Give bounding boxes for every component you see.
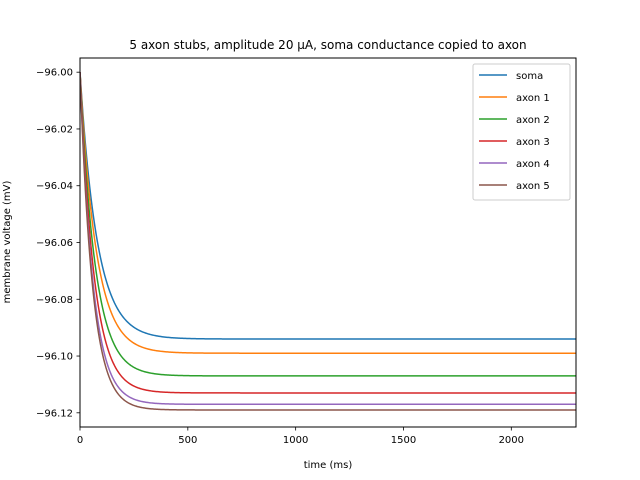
x-tick-label: 0 <box>77 435 83 446</box>
x-axis-label: time (ms) <box>304 460 353 471</box>
legend-entry: axon 1 <box>516 93 550 104</box>
series-line-6 <box>80 72 576 411</box>
y-axis-label: membrane voltage (mV) <box>2 180 13 303</box>
series-line-3 <box>80 72 576 377</box>
series-line-2 <box>80 72 576 354</box>
y-tick-label: −96.02 <box>36 124 73 135</box>
x-axis: 0 500 1000 1500 2000 <box>77 427 524 446</box>
plot-area <box>80 72 576 411</box>
legend-entry: axon 3 <box>516 137 550 148</box>
legend-entry: axon 5 <box>516 181 550 192</box>
x-tick-label: 2000 <box>499 435 524 446</box>
x-tick-label: 500 <box>178 435 197 446</box>
y-tick-label: −96.04 <box>36 181 73 192</box>
legend-entry: axon 2 <box>516 115 550 126</box>
legend: soma axon 1 axon 2 axon 3 axon 4 axon 5 <box>472 63 571 201</box>
chart-title: 5 axon stubs, amplitude 20 µA, soma cond… <box>129 38 526 52</box>
y-tick-label: −96.06 <box>36 238 73 249</box>
series-line-5 <box>80 72 576 406</box>
series-line-1 <box>80 72 576 340</box>
x-tick-label: 1000 <box>283 435 308 446</box>
legend-entry: axon 4 <box>516 159 550 170</box>
legend-entry: soma <box>516 71 543 82</box>
x-tick-label: 1500 <box>391 435 416 446</box>
y-tick-label: −96.08 <box>36 295 73 306</box>
y-tick-label: −96.12 <box>36 408 73 419</box>
series-line-4 <box>80 72 576 394</box>
y-tick-label: −96.10 <box>36 352 73 363</box>
y-tick-label: −96.00 <box>36 68 73 79</box>
legend-box <box>472 63 571 201</box>
plot-frame <box>79 57 577 428</box>
y-axis: −96.12 −96.10 −96.08 −96.06 −96.04 −96.02 −96.… <box>36 68 80 419</box>
